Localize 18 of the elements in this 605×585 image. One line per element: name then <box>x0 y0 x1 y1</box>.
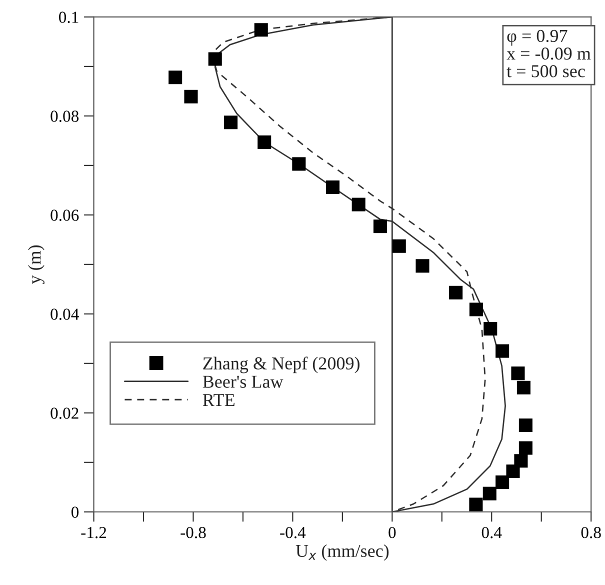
annotation: φ = 0.97 x = -0.09 m t = 500 sec <box>506 30 591 78</box>
legend-label: Beer's Law <box>202 376 284 388</box>
x-tick-label: 0 <box>388 526 396 538</box>
y-tick-label: 0.08 <box>50 110 79 122</box>
y-axis-title: y (m) <box>28 245 44 284</box>
y-tick-label: 0.06 <box>50 210 79 221</box>
x-tick-label: -0.4 <box>280 526 306 538</box>
legend-label: Zhang & Nepf (2009) <box>203 356 360 374</box>
y-tick-label: 0.02 <box>50 408 78 419</box>
x-tick-label: 0.4 <box>482 526 502 538</box>
x-tick-label: -0.8 <box>180 526 206 538</box>
y-tick-label: 0.1 <box>58 12 78 23</box>
x-tick-label: -1.2 <box>81 526 106 538</box>
x-axis-title: U$_{x}$ (mm/sec) <box>296 544 389 561</box>
legend-label: RTE <box>202 394 234 406</box>
x-tick-label: 0.8 <box>581 526 601 538</box>
y-tick-label: 0.04 <box>50 308 79 320</box>
y-tick-label: 0 <box>71 506 79 518</box>
